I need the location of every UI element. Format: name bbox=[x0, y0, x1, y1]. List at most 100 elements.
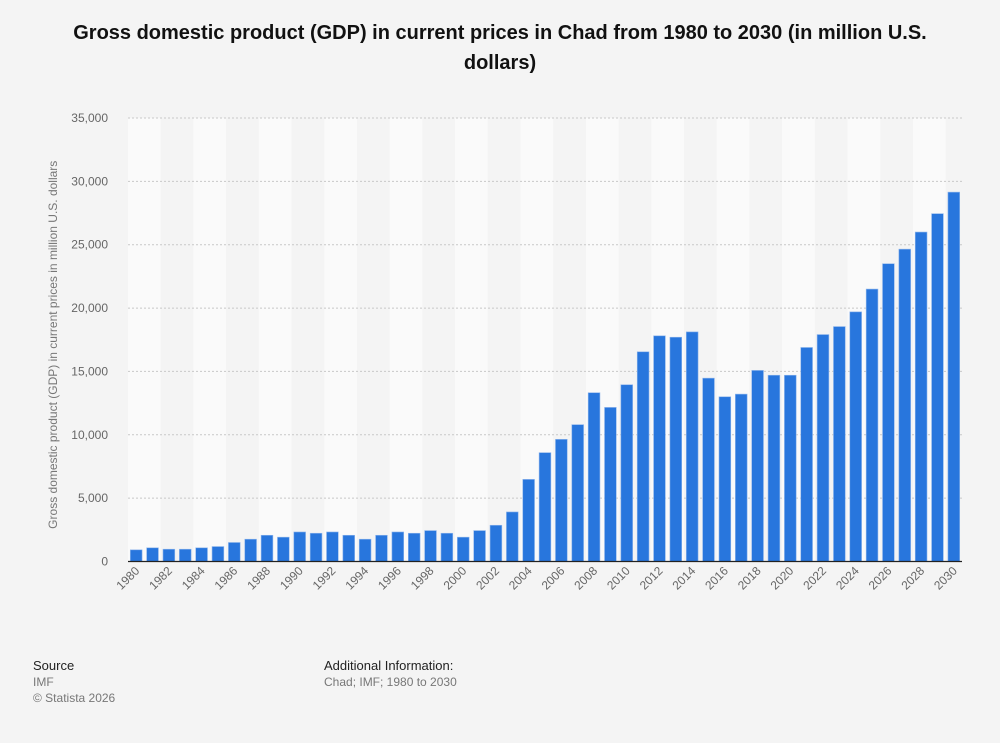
x-tick-label: 2008 bbox=[571, 563, 600, 592]
copyright: © Statista 2026 bbox=[33, 691, 116, 705]
bar-1990 bbox=[293, 531, 306, 562]
background-band bbox=[455, 118, 488, 562]
bar-1998 bbox=[424, 530, 437, 562]
x-tick-label: 2026 bbox=[866, 563, 895, 592]
bar-1993 bbox=[342, 534, 355, 562]
additional-info-value: Chad; IMF; 1980 to 2030 bbox=[324, 675, 457, 689]
bar-2003 bbox=[506, 511, 519, 562]
bar-2015 bbox=[702, 377, 715, 562]
x-tick-label: 2028 bbox=[898, 563, 927, 592]
bar-2007 bbox=[571, 424, 584, 562]
bar-1981 bbox=[146, 547, 159, 562]
bar-1992 bbox=[326, 531, 339, 562]
bar-1980 bbox=[129, 549, 143, 562]
additional-info-block: Additional Information: Chad; IMF; 1980 … bbox=[324, 658, 457, 690]
bar-2021 bbox=[800, 347, 813, 562]
x-tick-label: 1996 bbox=[375, 563, 404, 592]
bar-1985 bbox=[211, 546, 225, 562]
y-tick-label: 30,000 bbox=[71, 174, 108, 188]
y-tick-label: 0 bbox=[101, 555, 108, 569]
x-tick-label: 2002 bbox=[473, 563, 502, 592]
bar-2008 bbox=[587, 392, 601, 562]
x-tick-label: 2024 bbox=[833, 563, 862, 592]
bar-2002 bbox=[489, 524, 503, 562]
x-tick-label: 2006 bbox=[539, 563, 568, 592]
x-tick-label: 2014 bbox=[670, 563, 699, 592]
x-tick-label: 2004 bbox=[506, 563, 535, 592]
x-tick-label: 1992 bbox=[310, 563, 339, 592]
bar-1994 bbox=[358, 538, 372, 562]
x-tick-label: 1994 bbox=[342, 563, 371, 592]
bar-1987 bbox=[244, 538, 257, 562]
bar-2019 bbox=[767, 374, 781, 562]
background-band bbox=[389, 118, 423, 562]
x-tick-label: 2030 bbox=[931, 563, 960, 592]
x-tick-label: 2010 bbox=[604, 563, 633, 592]
bar-2025 bbox=[865, 288, 879, 562]
x-tick-label: 1988 bbox=[244, 563, 273, 592]
bar-1995 bbox=[375, 534, 388, 562]
y-tick-label: 20,000 bbox=[71, 301, 108, 315]
bar-2017 bbox=[735, 393, 748, 562]
bar-1984 bbox=[195, 547, 208, 562]
x-tick-label: 1984 bbox=[179, 563, 208, 592]
background-band bbox=[258, 118, 292, 562]
bar-2006 bbox=[555, 439, 568, 562]
bar-2012 bbox=[653, 335, 666, 562]
bar-2027 bbox=[898, 248, 911, 562]
bar-2000 bbox=[457, 536, 470, 562]
bar-2024 bbox=[849, 311, 862, 562]
y-tick-label: 5,000 bbox=[78, 491, 108, 505]
bar-1989 bbox=[277, 536, 290, 562]
bar-1988 bbox=[260, 534, 274, 562]
y-tick-label: 35,000 bbox=[71, 111, 108, 125]
y-tick-label: 10,000 bbox=[71, 428, 108, 442]
bar-2026 bbox=[882, 263, 895, 562]
x-tick-label: 2012 bbox=[637, 563, 666, 592]
background-band bbox=[193, 118, 227, 562]
x-tick-label: 2000 bbox=[441, 563, 470, 592]
x-tick-label: 1980 bbox=[114, 563, 143, 592]
x-tick-label: 1998 bbox=[408, 563, 437, 592]
x-tick-label: 2016 bbox=[702, 563, 731, 592]
x-tick-label: 2020 bbox=[768, 563, 797, 592]
bar-chart: 0 5,000 10,000 15,000 20,000 25,000 30,000 35,0… bbox=[46, 111, 962, 593]
bar-2030 bbox=[947, 191, 961, 562]
x-tick-label: 1990 bbox=[277, 563, 306, 592]
background-band bbox=[324, 118, 357, 562]
chart-title: Gross domestic product (GDP) in current … bbox=[73, 22, 927, 74]
source-block: Source IMF © Statista 2026 bbox=[33, 658, 115, 706]
bar-1996 bbox=[391, 531, 405, 562]
bar-2018 bbox=[751, 370, 764, 562]
bar-2005 bbox=[538, 452, 552, 562]
bar-2011 bbox=[636, 351, 650, 562]
bar-1986 bbox=[228, 542, 241, 562]
x-tick-label: 2018 bbox=[735, 563, 764, 592]
bar-2014 bbox=[685, 331, 699, 562]
bar-2004 bbox=[522, 479, 535, 562]
bar-1991 bbox=[309, 532, 323, 562]
bar-2013 bbox=[669, 336, 683, 562]
bar-1999 bbox=[440, 532, 454, 562]
bar-2001 bbox=[473, 530, 486, 562]
y-tick-label: 25,000 bbox=[71, 238, 108, 252]
bar-1982 bbox=[162, 548, 176, 562]
y-axis-label: Gross domestic product (GDP) in current … bbox=[46, 161, 60, 529]
bar-2020 bbox=[784, 374, 797, 562]
bar-2016 bbox=[718, 396, 732, 562]
y-tick-label: 15,000 bbox=[71, 364, 108, 378]
source-value: IMF bbox=[33, 675, 54, 689]
x-tick-label: 2022 bbox=[800, 563, 829, 592]
bar-1983 bbox=[179, 548, 192, 562]
x-tick-label: 1982 bbox=[146, 563, 175, 592]
source-label: Source bbox=[33, 658, 75, 673]
bar-2029 bbox=[931, 213, 944, 562]
bar-2009 bbox=[604, 407, 617, 562]
x-tick-label: 1986 bbox=[212, 563, 241, 592]
additional-info-label: Additional Information: bbox=[324, 658, 454, 673]
background-band bbox=[128, 118, 161, 562]
bar-2022 bbox=[816, 334, 830, 562]
bar-2028 bbox=[914, 231, 928, 562]
bar-1997 bbox=[407, 532, 421, 562]
bar-2010 bbox=[620, 384, 633, 562]
